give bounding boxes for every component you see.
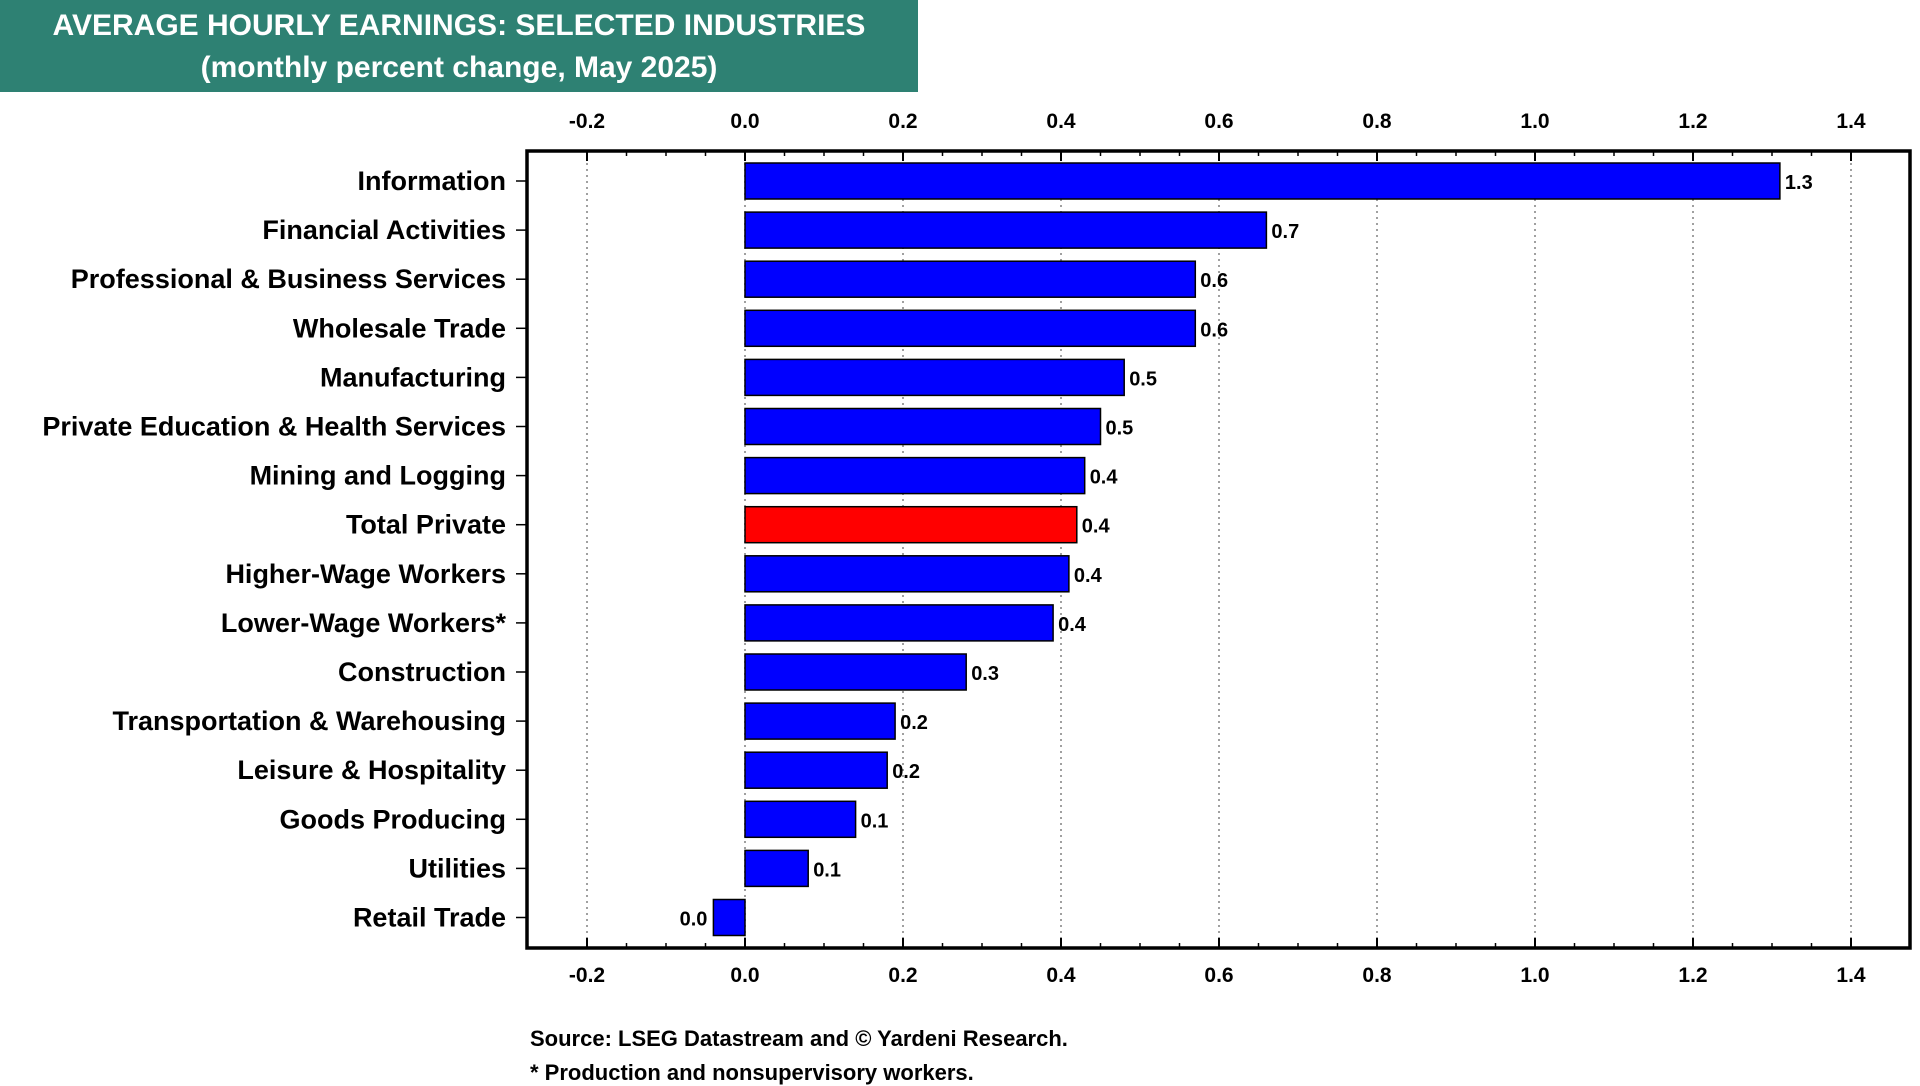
x-tick-label-top: 1.2 (1678, 110, 1707, 133)
x-tick-label-bottom: 0.4 (1046, 964, 1076, 987)
value-label: 0.0 (680, 909, 708, 931)
x-tick-label-top: 0.0 (730, 110, 759, 133)
category-label: Lower-Wage Workers* (221, 608, 507, 638)
bar (744, 751, 888, 789)
bar (744, 358, 1125, 397)
value-label: 0.1 (861, 810, 889, 832)
x-tick-label-bottom: 0.6 (1204, 964, 1233, 987)
category-label: Retail Trade (353, 903, 506, 933)
bars (712, 162, 1781, 937)
x-tick-label-top: 1.0 (1520, 110, 1549, 133)
chart-subtitle: (monthly percent change, May 2025) (200, 51, 718, 84)
bar (744, 604, 1054, 642)
category-label: Mining and Logging (250, 461, 506, 491)
value-label: 0.6 (1200, 319, 1228, 341)
bar-highlight (744, 505, 1078, 544)
value-label: 0.4 (1058, 614, 1087, 636)
x-tick-label-bottom: 0.8 (1362, 964, 1392, 987)
bar (744, 407, 1102, 446)
category-label: Financial Activities (262, 215, 506, 245)
bar (744, 849, 809, 888)
source-note: Source: LSEG Datastream and © Yardeni Re… (530, 1026, 1068, 1051)
axis-ticks (516, 151, 1852, 948)
x-tick-label-bottom: 0.2 (888, 964, 917, 987)
category-label: Utilities (408, 853, 506, 883)
category-label: Leisure & Hospitality (237, 755, 506, 785)
x-tick-label-bottom: 0.0 (730, 964, 759, 987)
bar (744, 260, 1197, 298)
x-tick-label-bottom: 1.2 (1678, 964, 1707, 987)
category-label: Total Private (346, 510, 506, 540)
value-label: 0.5 (1129, 368, 1157, 390)
category-label: Manufacturing (320, 362, 506, 392)
bar (744, 211, 1268, 249)
bar (744, 653, 967, 691)
labels: -0.2 -0.2 0.0 0.0 0.2 0.2 0.4 0.4 0.6 0.6 0.8 0.8 1.… (42, 110, 1866, 987)
category-label: Information (358, 166, 507, 196)
category-label: Goods Producing (280, 804, 507, 834)
value-label: 0.4 (1074, 565, 1103, 587)
x-tick-label-bottom: 1.0 (1520, 964, 1549, 987)
chart-title: AVERAGE HOURLY EARNINGS: SELECTED INDUST… (52, 9, 866, 42)
bar (712, 898, 746, 937)
category-label: Transportation & Warehousing (112, 706, 506, 736)
bar (744, 702, 896, 740)
category-label: Wholesale Trade (293, 313, 506, 343)
bar (744, 309, 1197, 348)
category-label: Private Education & Health Services (42, 412, 506, 442)
category-label: Professional & Business Services (71, 264, 506, 294)
x-tick-label-bottom: 1.4 (1836, 964, 1866, 987)
x-tick-label-bottom: -0.2 (569, 964, 605, 987)
value-label: 0.1 (813, 859, 841, 881)
bar (744, 555, 1070, 593)
x-tick-label-top: 0.4 (1046, 110, 1076, 133)
value-label: 0.2 (892, 761, 920, 783)
bar (744, 800, 857, 839)
value-label: 0.4 (1090, 467, 1119, 489)
chart-title-box: AVERAGE HOURLY EARNINGS: SELECTED INDUST… (0, 0, 918, 92)
x-tick-label-top: 0.6 (1204, 110, 1233, 133)
category-label: Construction (338, 657, 506, 687)
value-label: 0.4 (1082, 516, 1111, 538)
value-label: 0.3 (971, 663, 999, 685)
value-label: 0.5 (1106, 418, 1134, 440)
value-label: 0.2 (900, 712, 928, 734)
category-label: Higher-Wage Workers (225, 559, 506, 589)
value-label: 0.7 (1271, 221, 1299, 243)
value-label: 0.6 (1200, 270, 1228, 292)
bar (744, 456, 1086, 495)
x-tick-label-top: 0.8 (1362, 110, 1392, 133)
x-tick-label-top: 0.2 (888, 110, 917, 133)
bar (744, 162, 1781, 200)
x-tick-label-top: 1.4 (1836, 110, 1866, 133)
footnote: * Production and nonsupervisory workers. (530, 1060, 974, 1085)
value-label: 1.3 (1785, 172, 1813, 194)
x-tick-label-top: -0.2 (569, 110, 605, 133)
